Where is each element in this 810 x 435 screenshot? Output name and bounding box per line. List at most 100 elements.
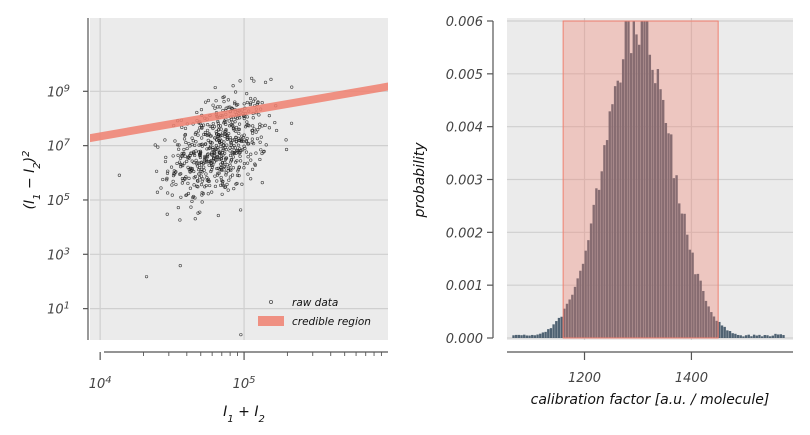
raw-data-point — [190, 136, 194, 140]
legend-credible-region-label: credible region — [292, 316, 371, 328]
raw-data-point — [195, 110, 199, 115]
raw-data-point — [229, 117, 234, 122]
raw-data-point — [189, 151, 193, 155]
histogram-bar — [768, 336, 772, 338]
raw-data-point — [241, 148, 245, 152]
raw-data-point — [187, 142, 191, 146]
raw-data-point — [221, 150, 225, 155]
raw-data-point — [212, 125, 217, 129]
histogram-bar — [608, 111, 611, 338]
raw-data-point — [228, 136, 233, 140]
histogram-bar — [662, 99, 665, 338]
histogram-bar — [750, 336, 753, 338]
histogram-bar — [664, 122, 668, 338]
legend-credible-region-swatch — [258, 316, 284, 326]
raw-data-point — [220, 182, 225, 186]
raw-data-point — [237, 122, 242, 126]
raw-data-point — [215, 173, 220, 177]
raw-data-point — [165, 176, 169, 180]
raw-data-point — [231, 166, 235, 170]
raw-data-point — [177, 147, 181, 151]
raw-data-point — [218, 124, 223, 128]
scatter-x-tick-label: 105 — [233, 375, 256, 393]
raw-data-point — [246, 155, 250, 159]
raw-data-point — [231, 120, 235, 124]
raw-data-point — [237, 136, 241, 141]
histogram-y-tick-label: 0.002 — [446, 226, 483, 241]
raw-data-point — [253, 97, 257, 101]
raw-data-point — [211, 145, 215, 150]
histogram-y-tick-label: 0.004 — [446, 121, 483, 136]
raw-data-point — [117, 173, 121, 177]
raw-data-point — [216, 128, 220, 132]
raw-data-point — [213, 152, 217, 156]
raw-data-point — [206, 138, 210, 143]
raw-data-point — [239, 139, 243, 143]
raw-data-point — [183, 126, 188, 130]
raw-data-point — [219, 157, 224, 161]
raw-data-point — [224, 106, 228, 110]
histogram-bar — [691, 252, 694, 338]
raw-data-point — [218, 151, 222, 155]
raw-data-point — [233, 120, 237, 124]
scatter-plot-legend: raw data credible region — [258, 297, 371, 328]
histogram-bar — [747, 334, 750, 338]
raw-data-point — [225, 163, 229, 167]
raw-data-point — [219, 127, 223, 131]
raw-data-point — [183, 133, 187, 137]
histogram-bar — [517, 334, 521, 338]
raw-data-point — [254, 130, 258, 134]
raw-data-point — [232, 128, 236, 132]
raw-data-point — [242, 144, 246, 148]
raw-data-point — [202, 132, 206, 137]
raw-data-point — [220, 192, 224, 196]
raw-data-point — [289, 121, 294, 125]
raw-data-point — [229, 123, 233, 127]
scatter-x-tick-label: 104 — [89, 375, 112, 393]
raw-data-point — [231, 155, 235, 159]
histogram-bar — [742, 336, 745, 338]
histogram-bar — [576, 278, 579, 338]
raw-data-point — [205, 175, 209, 180]
raw-data-point — [210, 164, 214, 168]
raw-data-point — [236, 169, 240, 173]
histogram-bar — [648, 54, 652, 338]
raw-data-point — [222, 143, 226, 147]
raw-data-point — [161, 177, 165, 182]
raw-data-point — [193, 143, 197, 148]
raw-data-point — [251, 128, 255, 132]
raw-data-point — [242, 116, 246, 121]
histogram-bar — [702, 290, 705, 338]
raw-data-point — [180, 181, 184, 185]
histogram-bar — [557, 317, 561, 338]
raw-data-point — [210, 168, 214, 172]
histogram-bar — [680, 213, 684, 338]
raw-data-point — [220, 133, 224, 137]
raw-data-point — [252, 141, 256, 146]
histogram-bar — [624, 21, 627, 338]
raw-data-point — [284, 147, 289, 152]
histogram-bar — [739, 335, 742, 338]
histogram-bar — [515, 334, 518, 338]
histogram-bar — [720, 325, 724, 338]
raw-data-point — [230, 173, 235, 177]
raw-data-point — [208, 183, 212, 188]
histogram-bar — [536, 334, 539, 338]
histogram-bar — [635, 34, 638, 339]
raw-data-point — [165, 178, 169, 182]
raw-data-point — [178, 218, 182, 222]
raw-data-point — [217, 132, 221, 137]
raw-data-point — [179, 172, 183, 176]
raw-data-point — [176, 205, 180, 210]
raw-data-point — [217, 171, 221, 175]
raw-data-point — [248, 96, 253, 101]
raw-data-point — [233, 101, 237, 106]
raw-data-point — [183, 176, 187, 180]
raw-data-point — [259, 148, 263, 152]
raw-data-point — [275, 128, 279, 133]
raw-data-point — [177, 143, 181, 147]
raw-data-point — [236, 127, 241, 131]
histogram-bar — [565, 303, 569, 338]
raw-data-point — [214, 143, 218, 148]
raw-data-point — [221, 95, 225, 100]
